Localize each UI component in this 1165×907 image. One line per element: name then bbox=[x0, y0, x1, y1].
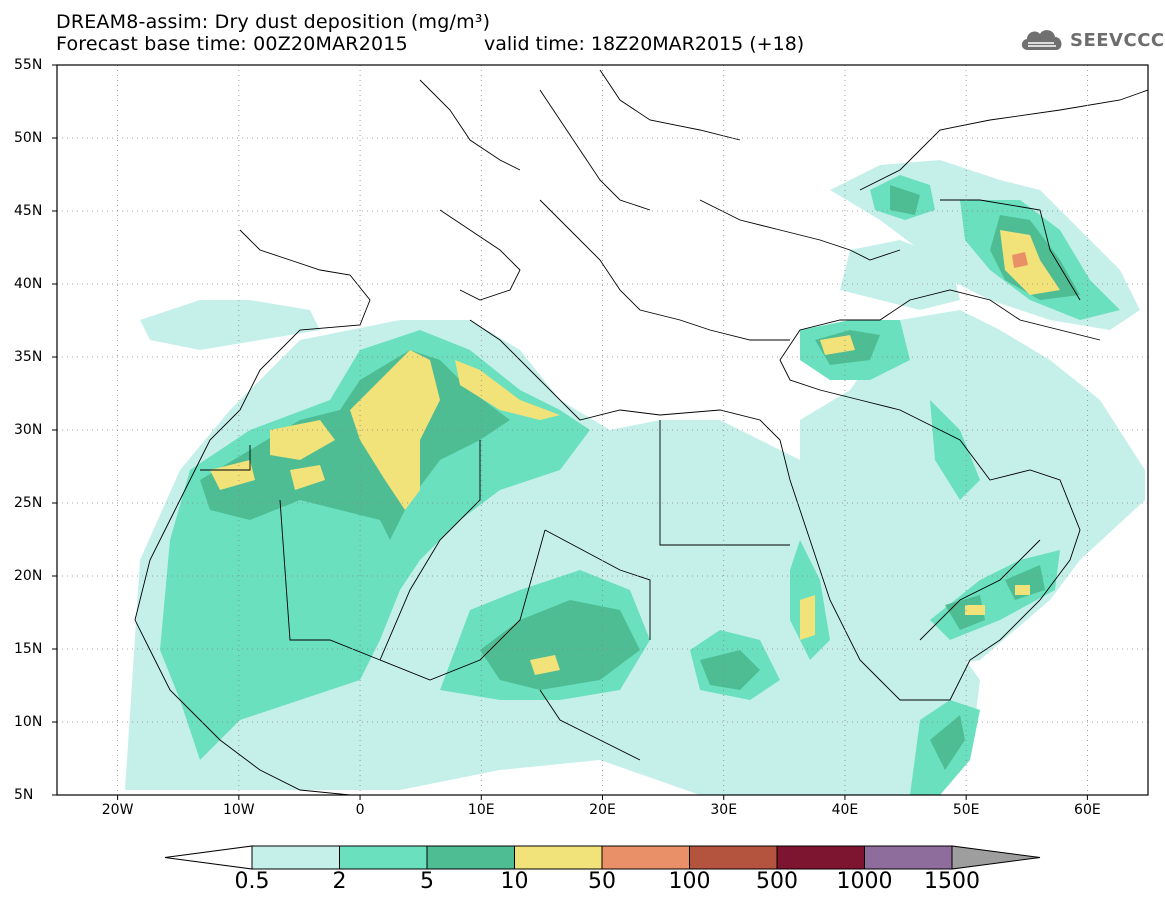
logo-text: SEEVCCC bbox=[1070, 29, 1165, 51]
lon-label: 10E bbox=[467, 802, 495, 818]
lat-label: 40N bbox=[14, 276, 43, 292]
coastlines-borders bbox=[134, 69, 1148, 795]
colorbar-label: 5 bbox=[420, 869, 434, 894]
valid-time: valid time: 18Z20MAR2015 (+18) bbox=[484, 33, 805, 55]
lat-label: 30N bbox=[14, 422, 43, 438]
colorbar-label: 500 bbox=[756, 869, 798, 894]
lon-label: 40E bbox=[831, 802, 859, 818]
lat-label: 55N bbox=[14, 57, 43, 73]
colorbar-label: 100 bbox=[668, 869, 711, 894]
lon-label: 30E bbox=[710, 802, 738, 818]
colorbar-label: 0.5 bbox=[234, 869, 270, 894]
forecast-base-time: Forecast base time: 00Z20MAR2015 bbox=[56, 33, 408, 55]
colorbar-label: 50 bbox=[588, 869, 616, 894]
lon-label: 60E bbox=[1074, 802, 1101, 818]
lat-label: 20N bbox=[14, 568, 43, 584]
lon-label: 50E bbox=[952, 802, 980, 818]
cloud-icon bbox=[1021, 30, 1062, 50]
lon-label: 0 bbox=[355, 802, 365, 818]
colorbar-label: 10 bbox=[500, 869, 529, 894]
lat-label: 50N bbox=[14, 130, 43, 146]
gridlines bbox=[57, 65, 1148, 795]
colorbar-label: 2 bbox=[332, 869, 347, 894]
lon-label: 10W bbox=[222, 802, 255, 818]
lon-label: 20E bbox=[589, 802, 616, 818]
lat-label: 10N bbox=[14, 714, 43, 730]
dust-field-50 bbox=[1012, 252, 1028, 268]
colorbar-label: 1500 bbox=[924, 869, 980, 894]
lat-label: 45N bbox=[14, 203, 43, 219]
lat-label: 35N bbox=[14, 349, 43, 365]
lat-label: 15N bbox=[14, 641, 43, 657]
colorbar-label: 1000 bbox=[836, 869, 893, 894]
lat-label: 5N bbox=[14, 787, 34, 803]
lon-label: 20W bbox=[101, 802, 134, 818]
map-title: DREAM8-assim: Dry dust deposition (mg/m³… bbox=[56, 11, 491, 33]
lat-label: 25N bbox=[14, 495, 43, 511]
seevccc-logo: SEEVCCC bbox=[1018, 26, 1165, 54]
